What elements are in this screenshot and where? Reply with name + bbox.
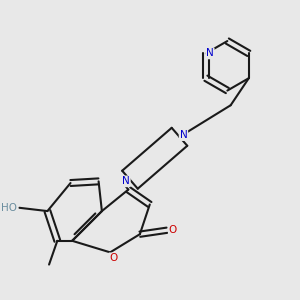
Text: O: O: [109, 253, 118, 263]
Text: N: N: [180, 130, 187, 140]
Text: N: N: [206, 48, 214, 59]
Text: N: N: [122, 176, 130, 186]
Text: O: O: [169, 225, 177, 235]
Text: HO: HO: [2, 203, 17, 213]
